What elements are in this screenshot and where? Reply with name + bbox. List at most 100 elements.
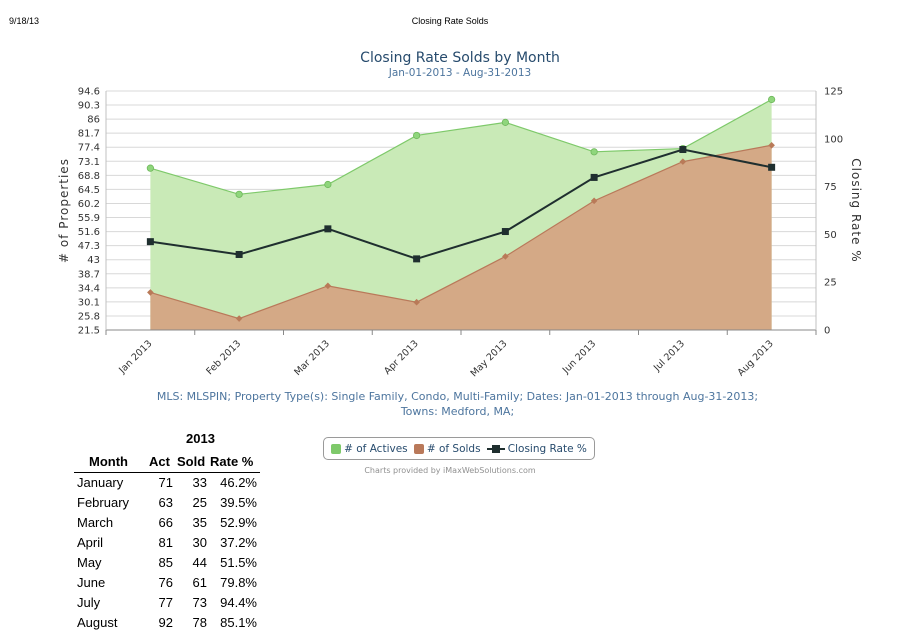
y2-tick-label: 75 xyxy=(824,182,837,193)
actives-point xyxy=(235,190,243,198)
row-month: August xyxy=(77,615,118,630)
closing-rate-point xyxy=(768,163,776,171)
row-sold: 30 xyxy=(192,535,207,550)
row-month: January xyxy=(77,475,124,490)
search-criteria: MLS: MLSPIN; Property Type(s): Single Fa… xyxy=(0,389,900,419)
table-header-row: Month Act Sold Rate % xyxy=(74,454,260,473)
row-sold: 78 xyxy=(192,615,207,630)
y-tick-label: 94.6 xyxy=(78,87,100,98)
y-tick-label: 21.5 xyxy=(78,326,100,337)
table-row: January 71 33 46.2% xyxy=(74,475,260,495)
search-criteria-line-1: MLS: MLSPIN; Property Type(s): Single Fa… xyxy=(156,390,759,403)
legend-label-solds: # of Solds xyxy=(426,442,481,455)
legend-item-actives[interactable]: # of Actives xyxy=(331,443,408,455)
actives-swatch-icon xyxy=(331,443,342,454)
search-criteria-line-2: Towns: Medford, MA; xyxy=(400,405,515,418)
row-rate: 39.5% xyxy=(220,495,257,510)
row-month: July xyxy=(77,595,101,610)
solds-swatch-icon xyxy=(413,443,424,454)
row-sold: 33 xyxy=(192,475,207,490)
y-tick-label: 60.2 xyxy=(78,199,100,210)
closing-rate-point xyxy=(146,238,154,246)
solds-point xyxy=(768,141,775,149)
header-sold: Sold xyxy=(177,454,206,469)
series-line xyxy=(150,98,772,195)
row-sold: 35 xyxy=(192,515,207,530)
table-row: May 85 44 51.5% xyxy=(74,555,260,575)
row-act: 77 xyxy=(158,595,173,610)
y-tick-label: 86 xyxy=(87,115,100,126)
series-line xyxy=(150,144,772,320)
solds-point xyxy=(235,315,243,322)
row-month: April xyxy=(77,535,104,550)
x-tick-label: Mar 2013 xyxy=(292,338,332,378)
y-tick-label: 30.1 xyxy=(78,297,100,308)
row-sold: 73 xyxy=(192,595,207,610)
x-tick-label: Jun 2013 xyxy=(560,338,598,376)
x-tick-label: Apr 2013 xyxy=(382,338,421,377)
row-act: 63 xyxy=(158,495,173,510)
row-act: 66 xyxy=(158,515,173,530)
row-act: 71 xyxy=(158,475,173,490)
row-rate: 85.1% xyxy=(220,615,257,630)
closing-rate-point xyxy=(235,250,243,258)
solds-point xyxy=(590,197,598,205)
row-act: 76 xyxy=(158,575,173,590)
row-rate: 37.2% xyxy=(220,535,257,550)
table-year: 2013 xyxy=(186,431,215,446)
table-row: March 66 35 52.9% xyxy=(74,515,260,535)
y-tick-label: 68.8 xyxy=(78,171,100,182)
y-tick-label: 55.9 xyxy=(78,213,100,224)
y-tick-label: 25.8 xyxy=(78,311,100,322)
closing-rate-line xyxy=(150,148,772,260)
legend-item-solds[interactable]: # of Solds xyxy=(413,442,481,455)
row-sold: 25 xyxy=(192,495,207,510)
y2-tick-label: 125 xyxy=(824,87,843,98)
row-rate: 46.2% xyxy=(220,475,257,490)
y2-axis-title: Closing Rate % xyxy=(849,158,863,262)
row-rate: 79.8% xyxy=(220,575,257,590)
report-title: Closing Rate Solds xyxy=(411,16,489,26)
closing-rate-point xyxy=(679,146,687,154)
actives-point xyxy=(146,164,154,172)
legend-label-closing-rate: Closing Rate % xyxy=(507,442,587,455)
legend-label-actives: # of Actives xyxy=(344,442,408,455)
y-tick-label: 47.3 xyxy=(78,241,100,252)
solds-point xyxy=(679,158,687,165)
y2-tick-label: 0 xyxy=(824,326,830,337)
actives-point xyxy=(324,180,332,189)
y-tick-label: 77.4 xyxy=(78,143,100,154)
legend-item-closing-rate[interactable]: Closing Rate % xyxy=(486,442,587,455)
chart-subtitle: Jan-01-2013 - Aug-31-2013 xyxy=(388,67,532,79)
chart-legend: # of Actives # of Solds Closing Rate % xyxy=(323,437,595,460)
y2-tick-label: 25 xyxy=(824,278,837,289)
y2-tick-label: 100 xyxy=(824,134,843,145)
y-tick-label: 90.3 xyxy=(78,101,100,112)
header-month: Month xyxy=(89,454,128,469)
y-tick-label: 38.7 xyxy=(78,269,100,280)
header-act: Act xyxy=(149,454,170,469)
header-rate: Rate % xyxy=(210,454,254,469)
row-sold: 61 xyxy=(192,575,207,590)
solds-point xyxy=(502,253,509,260)
table-row: February 63 25 39.5% xyxy=(74,495,260,515)
row-month: February xyxy=(77,495,130,510)
closing-rate-point xyxy=(413,255,421,263)
y-axis-title: # of Properties xyxy=(57,158,71,263)
x-tick-label: Feb 2013 xyxy=(204,338,243,377)
x-tick-label: Jan 2013 xyxy=(116,338,154,376)
chart-title: Closing Rate Solds by Month xyxy=(360,50,560,66)
actives-point xyxy=(590,148,598,156)
table-row: August 92 78 85.1% xyxy=(74,615,260,635)
y-tick-label: 34.4 xyxy=(78,283,100,294)
actives-point xyxy=(413,131,421,140)
y-tick-label: 81.7 xyxy=(78,129,100,140)
row-act: 85 xyxy=(158,555,173,570)
y-tick-label: 64.5 xyxy=(78,185,100,196)
x-tick-label: Aug 2013 xyxy=(736,338,776,378)
y-tick-label: 73.1 xyxy=(78,157,100,168)
x-tick-label: Jul 2013 xyxy=(651,338,687,374)
x-tick-label: May 2013 xyxy=(469,338,510,379)
y2-tick-label: 50 xyxy=(824,230,837,241)
row-month: June xyxy=(77,575,106,590)
